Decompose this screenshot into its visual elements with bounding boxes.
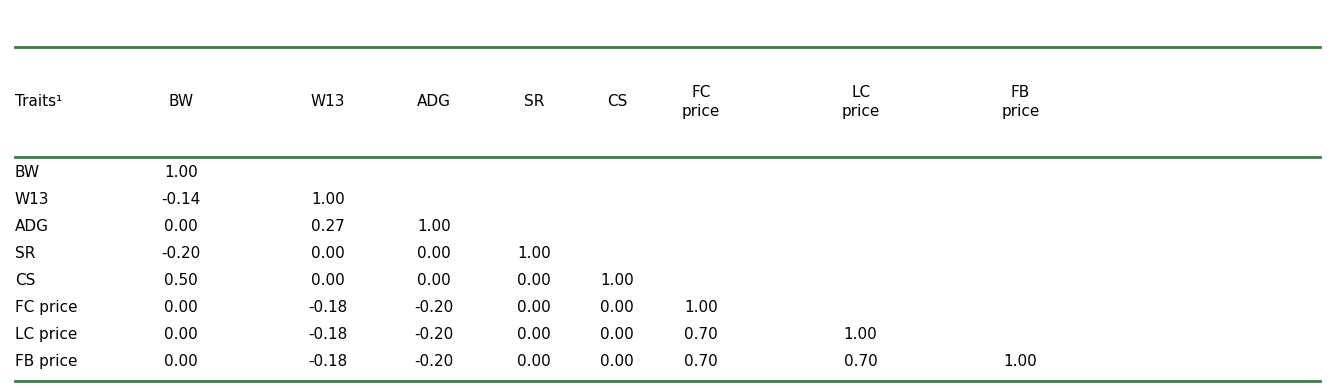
- Text: -0.14: -0.14: [162, 191, 200, 207]
- Text: 0.70: 0.70: [844, 354, 877, 369]
- Text: 0.00: 0.00: [518, 273, 551, 288]
- Text: 0.00: 0.00: [164, 327, 198, 342]
- Text: ADG: ADG: [15, 219, 48, 234]
- Text: FB
price: FB price: [1001, 85, 1040, 119]
- Text: 1.00: 1.00: [311, 191, 344, 207]
- Text: Traits¹: Traits¹: [15, 95, 61, 110]
- Text: LC price: LC price: [15, 327, 77, 342]
- Text: 1.00: 1.00: [684, 300, 718, 315]
- Text: 0.00: 0.00: [311, 246, 344, 261]
- Text: 0.50: 0.50: [164, 273, 198, 288]
- Text: 0.70: 0.70: [684, 354, 718, 369]
- Text: -0.18: -0.18: [308, 354, 347, 369]
- Text: 1.00: 1.00: [1004, 354, 1037, 369]
- Text: 0.27: 0.27: [311, 219, 344, 234]
- Text: FC price: FC price: [15, 300, 77, 315]
- Text: -0.18: -0.18: [308, 327, 347, 342]
- Text: -0.20: -0.20: [162, 246, 200, 261]
- Text: 1.00: 1.00: [164, 164, 198, 179]
- Text: SR: SR: [15, 246, 35, 261]
- Text: 0.00: 0.00: [164, 300, 198, 315]
- Text: 0.00: 0.00: [518, 327, 551, 342]
- Text: 1.00: 1.00: [518, 246, 551, 261]
- Text: BW: BW: [15, 164, 40, 179]
- Text: 1.00: 1.00: [599, 273, 634, 288]
- Text: 0.00: 0.00: [599, 327, 634, 342]
- Text: 0.00: 0.00: [164, 219, 198, 234]
- Text: -0.20: -0.20: [415, 354, 454, 369]
- Text: -0.20: -0.20: [415, 327, 454, 342]
- Text: SR: SR: [525, 95, 545, 110]
- Text: LC
price: LC price: [841, 85, 880, 119]
- Text: FC
price: FC price: [682, 85, 720, 119]
- Text: 0.00: 0.00: [418, 273, 451, 288]
- Text: CS: CS: [606, 95, 627, 110]
- Text: 1.00: 1.00: [844, 327, 877, 342]
- Text: BW: BW: [168, 95, 194, 110]
- Text: 0.00: 0.00: [518, 300, 551, 315]
- Text: CS: CS: [15, 273, 35, 288]
- Text: 0.00: 0.00: [311, 273, 344, 288]
- Text: 0.00: 0.00: [418, 246, 451, 261]
- Text: -0.18: -0.18: [308, 300, 347, 315]
- Text: 1.00: 1.00: [418, 219, 451, 234]
- Text: 0.00: 0.00: [599, 300, 634, 315]
- Text: W13: W13: [15, 191, 49, 207]
- Text: 0.70: 0.70: [684, 327, 718, 342]
- Text: 0.00: 0.00: [518, 354, 551, 369]
- Text: 0.00: 0.00: [599, 354, 634, 369]
- Text: ADG: ADG: [418, 95, 451, 110]
- Text: FB price: FB price: [15, 354, 77, 369]
- Text: W13: W13: [311, 95, 344, 110]
- Text: 0.00: 0.00: [164, 354, 198, 369]
- Text: -0.20: -0.20: [415, 300, 454, 315]
